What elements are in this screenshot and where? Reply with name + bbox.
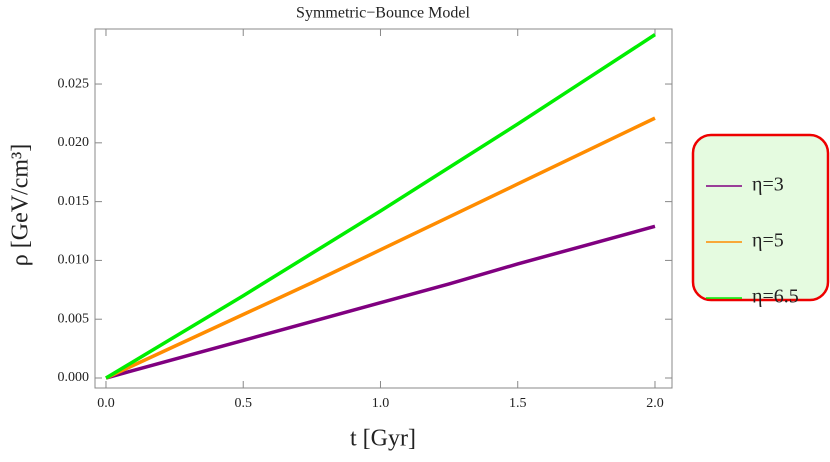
y-tick-label: 0.005 <box>58 311 90 326</box>
x-tick-label: 0.0 <box>97 396 115 411</box>
legend-label: η=5 <box>752 230 784 252</box>
legend-label: η=3 <box>752 174 784 196</box>
y-tick-label: 0.010 <box>58 253 90 268</box>
x-tick-label: 1.5 <box>509 396 527 411</box>
series-line <box>105 224 656 380</box>
legend-box <box>691 133 830 302</box>
x-axis-label: t [Gyr] <box>350 426 416 452</box>
y-axis-label: ρ [GeV/cm³] <box>8 144 34 266</box>
x-tick-label: 2.0 <box>646 396 664 411</box>
legend-label: η=6.5 <box>752 286 799 308</box>
y-tick-label: 0.000 <box>58 370 90 385</box>
series-line <box>105 116 656 380</box>
series-line <box>105 33 656 380</box>
y-tick-label: 0.025 <box>58 76 90 91</box>
x-tick-label: 1.0 <box>372 396 390 411</box>
plot-frame <box>94 28 673 389</box>
y-tick-label: 0.015 <box>58 194 90 209</box>
x-tick-label: 0.5 <box>234 396 252 411</box>
chart-title: Symmetric−Bounce Model <box>296 5 470 22</box>
y-tick-label: 0.020 <box>58 135 90 150</box>
